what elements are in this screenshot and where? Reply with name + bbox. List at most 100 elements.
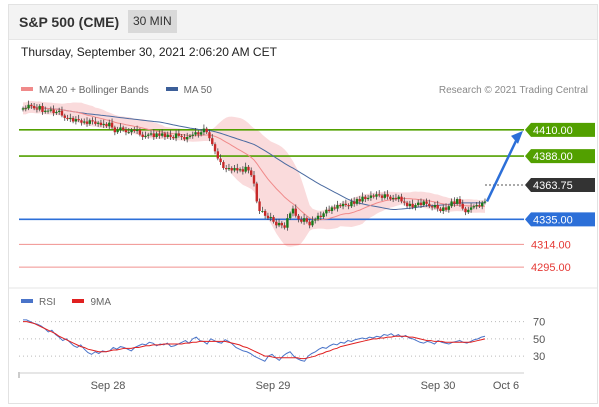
candle-body	[208, 132, 211, 139]
candle-body	[325, 209, 328, 214]
candle-body	[188, 135, 192, 137]
candle-body	[400, 196, 403, 202]
candle-body	[177, 133, 181, 136]
candle-body	[77, 119, 80, 121]
candle-body	[32, 105, 36, 109]
candle-body	[74, 119, 78, 122]
candle-body	[247, 166, 250, 171]
candle-body	[66, 117, 69, 120]
candle-body	[141, 134, 144, 137]
candle-body	[60, 110, 64, 116]
candle-body	[422, 201, 425, 206]
candle-body	[41, 105, 44, 112]
candle-body	[241, 169, 245, 172]
candle-body	[250, 170, 253, 176]
candle-body	[174, 133, 178, 139]
level-label-5: 4295.00	[531, 262, 571, 274]
candle-body	[336, 205, 339, 209]
candle-body	[219, 158, 222, 163]
candle-body	[389, 196, 392, 200]
level-label-0: 4410.00	[533, 125, 573, 137]
candle-body	[288, 213, 292, 219]
legend-ma50-label: MA 50	[183, 85, 212, 96]
candle-body	[411, 203, 414, 208]
ma20-line	[23, 106, 486, 221]
candle-body	[147, 134, 150, 136]
x-tick-label-1: Sep 29	[256, 380, 291, 392]
legend-ma9: 9MA	[72, 297, 111, 308]
chart-header: S&P 500 (CME) 30 MIN	[9, 5, 597, 40]
legend-rsi-swatch	[21, 299, 33, 304]
candle-body	[327, 209, 331, 211]
candle-body	[302, 218, 306, 222]
candle-body	[341, 203, 345, 207]
candle-body	[63, 115, 66, 118]
candle-body	[180, 135, 183, 137]
candle-body	[49, 109, 53, 111]
candle-body	[202, 128, 206, 133]
candle-body	[464, 208, 467, 213]
candle-body	[52, 109, 55, 114]
candle-body	[91, 120, 94, 122]
candle-body	[186, 137, 189, 140]
candle-body	[305, 218, 309, 222]
candle-body	[472, 206, 476, 208]
candle-body	[383, 194, 387, 198]
forecast-arrow-line	[485, 138, 519, 202]
candle-body	[314, 219, 317, 221]
candle-body	[280, 222, 284, 226]
candle-body	[380, 195, 384, 198]
candle-body	[433, 205, 437, 208]
candle-body	[391, 197, 395, 200]
candle-body	[319, 215, 322, 217]
candle-body	[205, 128, 208, 133]
candle-body	[419, 202, 423, 206]
candle-body	[88, 120, 91, 124]
candle-body	[403, 201, 406, 203]
candle-body	[166, 134, 169, 137]
level-label-4: 4314.00	[531, 239, 571, 251]
candle-body	[316, 215, 320, 220]
rsi-level-label-2: 30	[533, 351, 545, 363]
candle-body	[308, 221, 311, 226]
candle-body	[475, 205, 478, 207]
candle-body	[386, 194, 389, 197]
candle-body	[238, 169, 242, 171]
legend-rsi: RSI	[21, 297, 56, 308]
candle-body	[244, 166, 247, 172]
rsi-level-label-0: 70	[533, 317, 545, 329]
candle-body	[300, 219, 303, 222]
candle-body	[55, 111, 58, 114]
candle-body	[358, 199, 361, 202]
candle-body	[442, 207, 445, 211]
candle-body	[347, 205, 350, 207]
candle-body	[194, 132, 197, 135]
candle-body	[138, 129, 142, 135]
candle-body	[311, 220, 314, 226]
level-label-2: 4363.75	[533, 180, 573, 192]
candle-body	[322, 213, 325, 217]
legend-rsi-label: RSI	[39, 297, 56, 308]
candle-body	[71, 117, 75, 122]
candle-body	[408, 203, 412, 207]
candle-body	[127, 132, 130, 134]
candle-body	[450, 201, 453, 207]
timeframe-badge[interactable]: 30 MIN	[128, 10, 177, 33]
candle-body	[352, 201, 356, 204]
candle-body	[294, 208, 297, 216]
candle-body	[291, 208, 295, 214]
candle-body	[417, 202, 420, 206]
candle-body	[224, 168, 228, 170]
candle-body	[366, 197, 370, 200]
legend-ma9-label: 9MA	[90, 297, 112, 308]
candle-body	[105, 123, 108, 127]
candle-body	[119, 127, 122, 130]
candle-body	[375, 194, 378, 197]
x-tick-label-3: Oct 6	[493, 380, 519, 392]
chart-datetime: Thursday, September 30, 2021 2:06:20 AM …	[21, 45, 277, 59]
candle-body	[94, 121, 97, 124]
candle-body	[378, 194, 381, 196]
x-tick-label-2: Sep 30	[421, 380, 456, 392]
candle-body	[222, 162, 225, 169]
candle-body	[455, 199, 459, 204]
